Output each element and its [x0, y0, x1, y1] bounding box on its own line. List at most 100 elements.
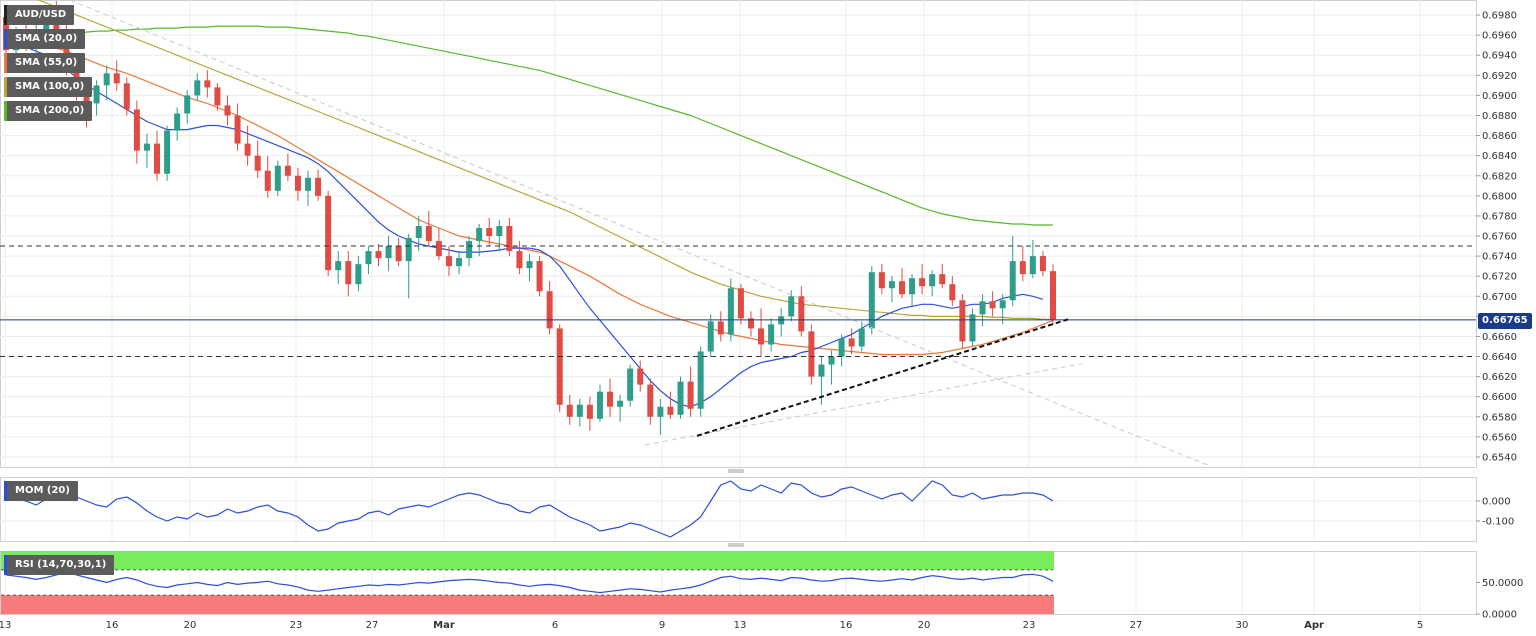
- candle-body: [113, 73, 120, 84]
- axis-layer: 0.6980 0.6960 0.6940 0.6920 0.6900 0.6880 0.68…: [0, 11, 1523, 631]
- candle-body: [214, 87, 221, 106]
- candle-body: [244, 143, 251, 156]
- candle-body: [939, 274, 946, 285]
- symbol-label[interactable]: AUD/USD: [4, 5, 75, 25]
- sma200-label[interactable]: SMA (200,0): [4, 101, 93, 121]
- candle-body: [1009, 261, 1016, 301]
- date-tick-label: 6: [552, 620, 558, 631]
- candle-body: [405, 238, 412, 262]
- price-tick-label: 0.6720: [1482, 272, 1517, 283]
- candle-body: [395, 246, 402, 262]
- sma200-line: [5, 25, 1053, 226]
- candle-body: [83, 95, 90, 104]
- candle-body: [838, 338, 845, 357]
- mom-label[interactable]: MOM (20): [4, 481, 78, 501]
- price-tick-label: 0.6980: [1482, 11, 1517, 22]
- candle-body: [798, 296, 805, 332]
- ascending-trendline: [696, 318, 1069, 437]
- candle-body: [174, 113, 181, 131]
- date-tick-label: 9: [659, 620, 665, 631]
- price-tick-label: 0.6600: [1482, 392, 1517, 403]
- candle-body: [868, 272, 875, 329]
- date-tick-label: 20: [918, 620, 931, 631]
- lower-channel-line: [644, 363, 1083, 446]
- price-tick-label: 0.6620: [1482, 372, 1517, 383]
- price-tick-label: 0.6780: [1482, 211, 1517, 222]
- sma55-text: SMA (55,0): [15, 57, 78, 68]
- date-tick-label: 30: [1236, 620, 1249, 631]
- mom-tick-label: -0.100: [1482, 517, 1514, 528]
- sma20-line: [5, 42, 1044, 408]
- price-tick-label: 0.6960: [1482, 31, 1517, 42]
- candle-body: [204, 80, 211, 88]
- long-term-channel-line: [69, 0, 1211, 467]
- candle-body: [305, 177, 312, 191]
- price-tick-label: 0.6820: [1482, 171, 1517, 182]
- candle-body: [828, 356, 835, 365]
- candle-body: [969, 314, 976, 342]
- price-tick-label: 0.6660: [1482, 332, 1517, 343]
- sma100-text: SMA (100,0): [15, 81, 85, 92]
- candle-body: [1039, 256, 1046, 272]
- date-tick-label: 27: [1130, 620, 1143, 631]
- candle-body: [697, 351, 704, 409]
- momentum-line: [5, 480, 1054, 538]
- candle-body: [476, 227, 483, 242]
- candle-body: [778, 316, 785, 325]
- date-tick-label: 23: [290, 620, 303, 631]
- rsi-line: [5, 571, 1054, 594]
- candle-body: [989, 301, 996, 309]
- sma20-label[interactable]: SMA (20,0): [4, 29, 86, 49]
- sma55-label[interactable]: SMA (55,0): [4, 53, 86, 73]
- candle-body: [657, 406, 664, 417]
- candle-body: [63, 33, 70, 68]
- candle-body: [617, 400, 624, 407]
- rsi-oversold-zone: [1, 595, 1054, 614]
- candle-body: [335, 261, 342, 271]
- main-panel-border: [0, 0, 1477, 468]
- candle-body: [345, 261, 352, 285]
- price-tick-label: 0.6540: [1482, 452, 1517, 463]
- date-tick-label: 27: [366, 620, 379, 631]
- candle-body: [254, 155, 261, 171]
- sma20-text: SMA (20,0): [15, 33, 78, 44]
- rsi-label[interactable]: RSI (14,70,30,1): [4, 555, 115, 575]
- candle-body: [154, 143, 161, 174]
- candle-body: [385, 246, 392, 259]
- rsi-band-layer: [1, 551, 1054, 614]
- candle-body: [727, 288, 734, 335]
- mom-panel-border: [0, 477, 1477, 542]
- candle-body: [1029, 256, 1036, 275]
- candle-body: [274, 165, 281, 191]
- symbol-color-bar: [4, 5, 7, 25]
- price-tick-label: 0.6560: [1482, 432, 1517, 443]
- date-tick-label: 13: [0, 620, 11, 631]
- sma100-color-bar: [4, 77, 7, 97]
- candle-body: [677, 381, 684, 415]
- mom-color-bar: [4, 481, 7, 501]
- sma100-label[interactable]: SMA (100,0): [4, 77, 93, 97]
- date-tick-label: Apr: [1304, 620, 1324, 631]
- date-tick-label: 20: [184, 620, 197, 631]
- date-tick-label: 23: [1023, 620, 1036, 631]
- oscillator-layer: [5, 480, 1054, 594]
- mom-tick-label: 0.000: [1482, 497, 1511, 508]
- price-tick-label: 0.6860: [1482, 131, 1517, 142]
- candle-body: [355, 264, 362, 285]
- rsi-text: RSI (14,70,30,1): [15, 559, 107, 570]
- rsi-color-bar: [4, 555, 7, 575]
- candle-body: [486, 227, 493, 237]
- moving-average-layer: [5, 0, 1054, 408]
- last-price-badge: 0.66765: [1478, 313, 1532, 329]
- candle-body: [315, 177, 322, 196]
- candle-body: [93, 85, 100, 104]
- candle-body: [576, 404, 583, 417]
- price-tick-label: 0.6840: [1482, 151, 1517, 162]
- date-tick-label: 16: [106, 620, 119, 631]
- candle-body: [496, 225, 503, 237]
- candle-body: [818, 364, 825, 377]
- candle-body: [808, 331, 815, 377]
- candle-body: [999, 300, 1006, 309]
- candle-body: [194, 80, 201, 96]
